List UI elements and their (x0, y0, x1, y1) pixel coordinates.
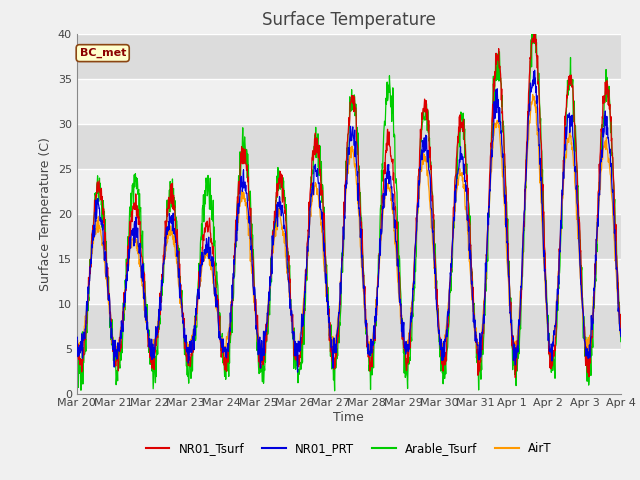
Bar (77, 214, 621, 259)
Title: Surface Temperature: Surface Temperature (262, 11, 436, 29)
Y-axis label: Surface Temperature (C): Surface Temperature (C) (39, 137, 52, 290)
Text: BC_met: BC_met (79, 48, 126, 58)
Bar (77, 34, 621, 79)
Legend: NR01_Tsurf, NR01_PRT, Arable_Tsurf, AirT: NR01_Tsurf, NR01_PRT, Arable_Tsurf, AirT (141, 437, 557, 460)
Bar (77, 303, 621, 348)
Bar (77, 123, 621, 168)
X-axis label: Time: Time (333, 411, 364, 424)
